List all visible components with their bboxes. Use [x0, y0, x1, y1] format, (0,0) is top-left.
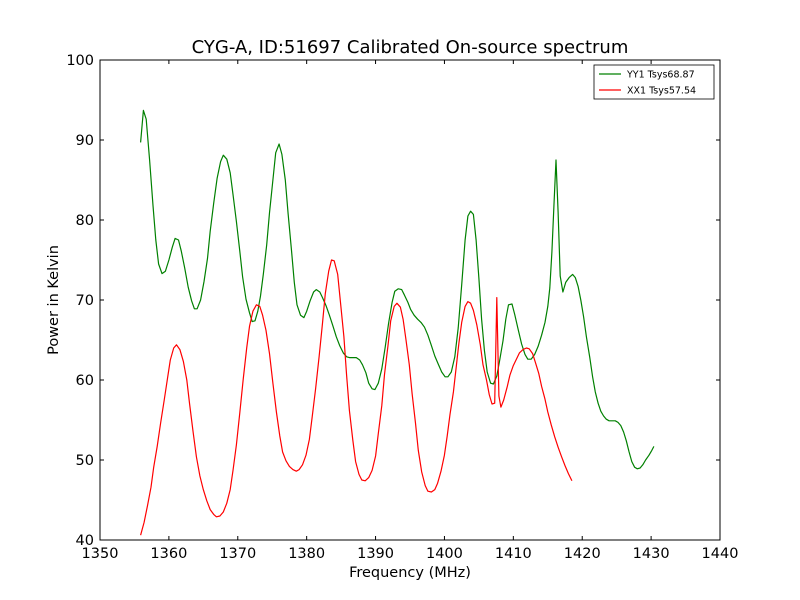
y-tick-label: 50: [76, 453, 94, 469]
chart-title: CYG-A, ID:51697 Calibrated On-source spe…: [192, 37, 629, 58]
x-tick-label: 1390: [357, 546, 394, 562]
legend-box: [593, 64, 715, 100]
x-tick-label: 1410: [495, 546, 532, 562]
x-tick-label: 1400: [426, 546, 463, 562]
x-tick-label: 1440: [702, 546, 739, 562]
x-axis-label: Frequency (MHz): [349, 565, 471, 581]
x-tick-label: 1350: [82, 546, 119, 562]
plot-area: [99, 59, 721, 541]
x-tick-label: 1370: [219, 546, 256, 562]
x-tick-label: 1380: [288, 546, 325, 562]
x-tick-label: 1420: [564, 546, 601, 562]
series-line-yy1: [140, 109, 655, 470]
legend-label-yy1: YY1 Tsys68.87: [626, 70, 695, 81]
y-tick-label: 60: [76, 373, 94, 389]
y-tick-label: 40: [76, 533, 94, 549]
legend: YY1 Tsys68.87 XX1 Tsys57.54: [593, 64, 715, 100]
x-tick-label: 1430: [633, 546, 670, 562]
series-line-xx1: [140, 259, 573, 536]
x-tick-label: 1360: [150, 546, 187, 562]
series-layer: [140, 109, 655, 536]
legend-label-xx1: XX1 Tsys57.54: [627, 86, 696, 97]
y-axis-label: Power in Kelvin: [46, 245, 62, 355]
y-tick-label: 90: [76, 133, 94, 149]
y-tick-label: 80: [76, 213, 94, 229]
axis-ticks: 1350 1360 1370 1380 1390 1400 1410 1420 1430 1440…: [66, 53, 738, 562]
y-tick-label: 100: [66, 53, 94, 69]
y-tick-label: 70: [76, 293, 94, 309]
